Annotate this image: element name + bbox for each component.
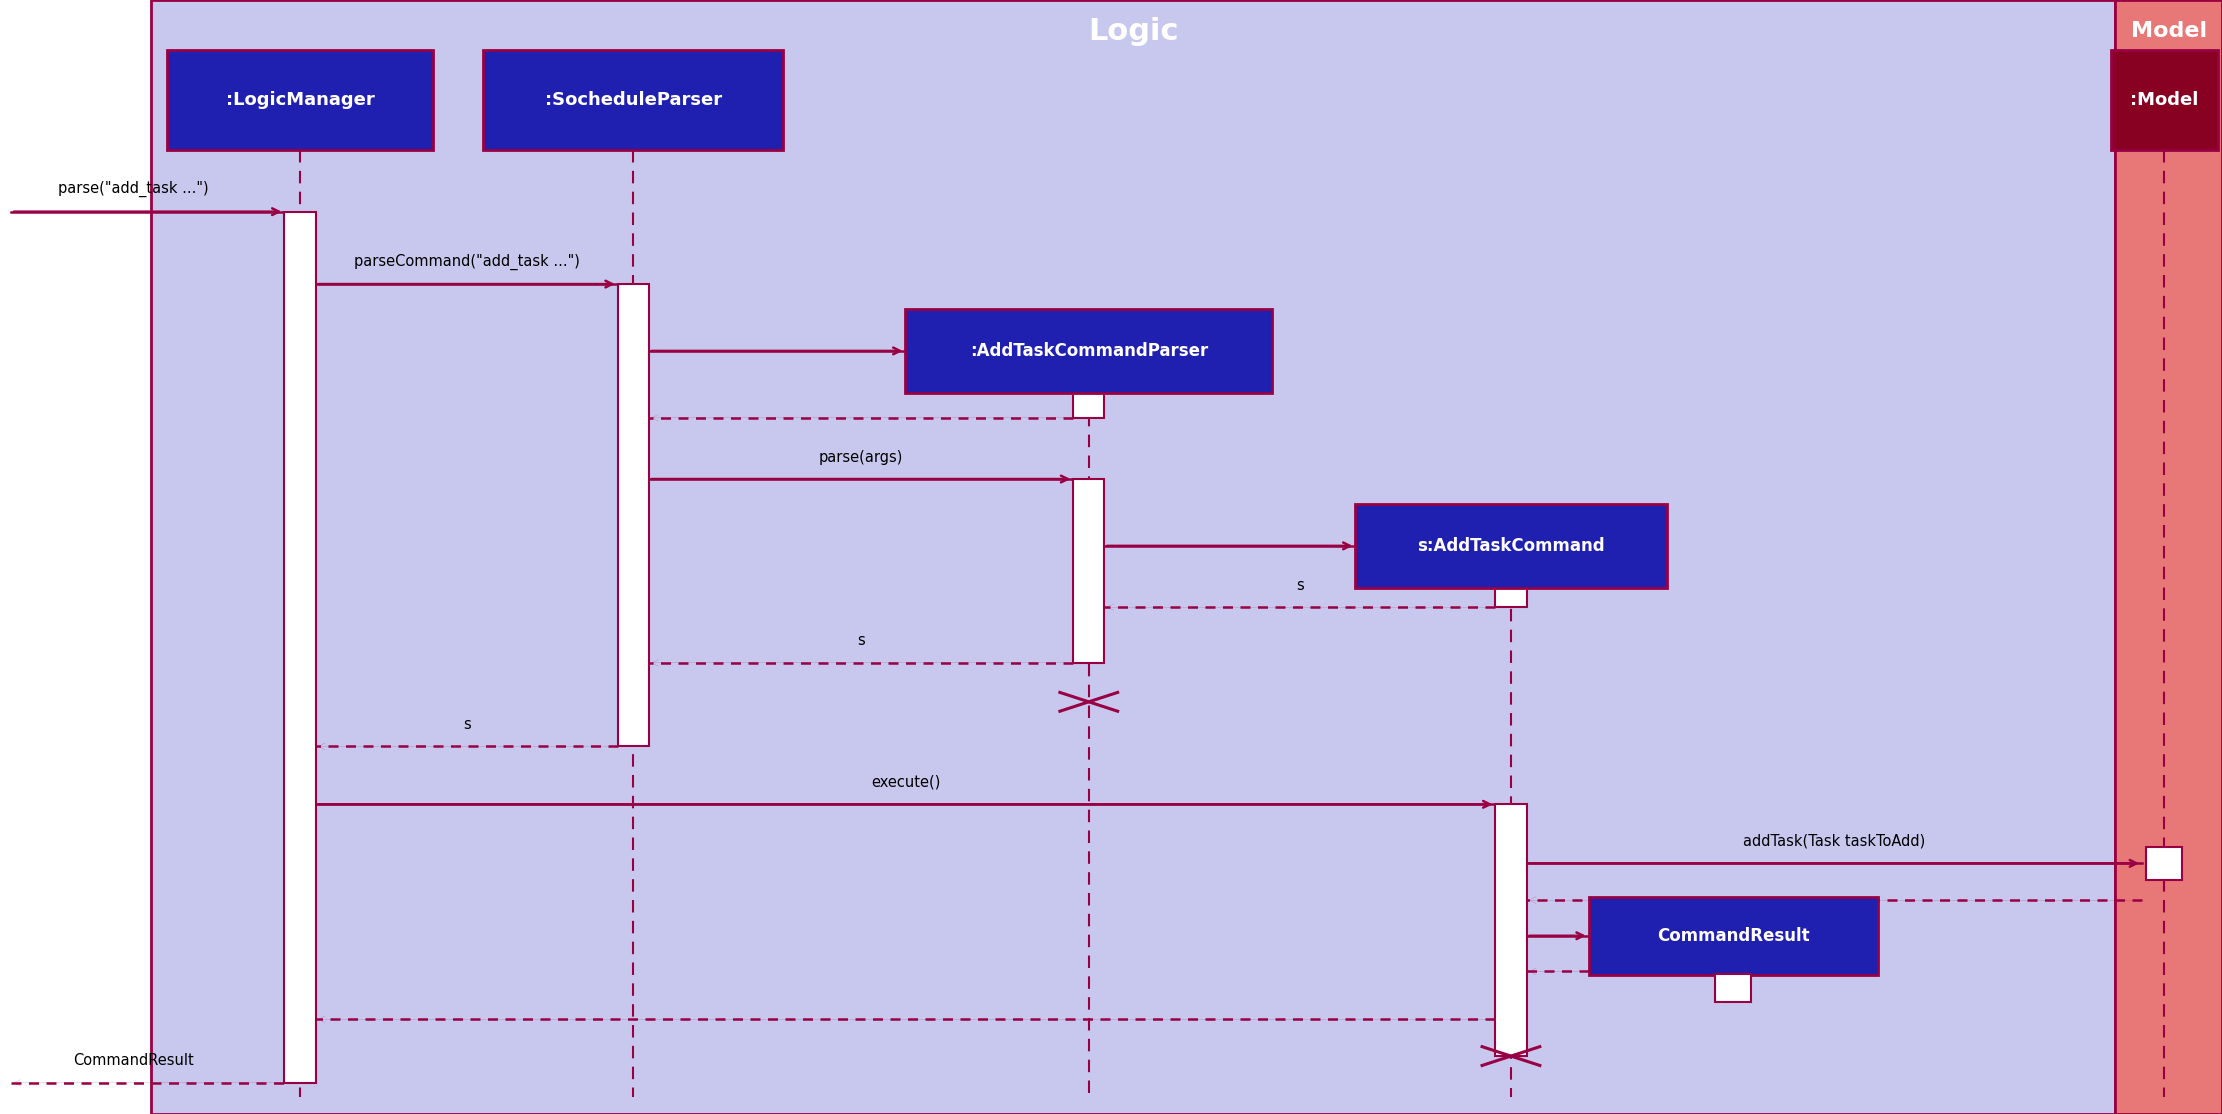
- Bar: [1073, 392, 1104, 418]
- Text: Model: Model: [2131, 21, 2206, 41]
- Bar: [618, 284, 649, 746]
- Bar: [2146, 847, 2182, 880]
- Text: Logic: Logic: [1089, 17, 1178, 46]
- Text: s: s: [462, 717, 471, 732]
- Text: :Model: :Model: [2131, 91, 2198, 109]
- Text: CommandResult: CommandResult: [73, 1054, 193, 1068]
- Text: s: s: [1295, 578, 1304, 593]
- Bar: [1495, 588, 1527, 607]
- Bar: [482, 50, 782, 150]
- Text: parse(args): parse(args): [820, 450, 902, 465]
- Text: parseCommand("add_task ..."): parseCommand("add_task ..."): [353, 253, 580, 270]
- Text: CommandResult: CommandResult: [1658, 927, 1809, 945]
- Text: addTask(Task taskToAdd): addTask(Task taskToAdd): [1742, 834, 1926, 849]
- Bar: [284, 212, 316, 1083]
- Text: execute(): execute(): [871, 775, 940, 790]
- Bar: [151, 0, 2115, 1114]
- Text: s: s: [858, 634, 864, 648]
- Text: :AddTaskCommandParser: :AddTaskCommandParser: [969, 342, 1209, 360]
- Text: parse("add_task ..."): parse("add_task ..."): [58, 180, 209, 197]
- Bar: [2115, 0, 2222, 1114]
- Bar: [167, 50, 433, 150]
- Text: s:AddTaskCommand: s:AddTaskCommand: [1418, 537, 1604, 555]
- Bar: [1589, 897, 1878, 975]
- Bar: [1073, 479, 1104, 663]
- Bar: [2111, 50, 2218, 150]
- Bar: [907, 309, 1271, 392]
- Text: :LogicManager: :LogicManager: [227, 91, 373, 109]
- Text: :SocheduleParser: :SocheduleParser: [544, 91, 722, 109]
- Bar: [1715, 974, 1751, 1003]
- Bar: [1355, 504, 1666, 588]
- Bar: [1495, 804, 1527, 1056]
